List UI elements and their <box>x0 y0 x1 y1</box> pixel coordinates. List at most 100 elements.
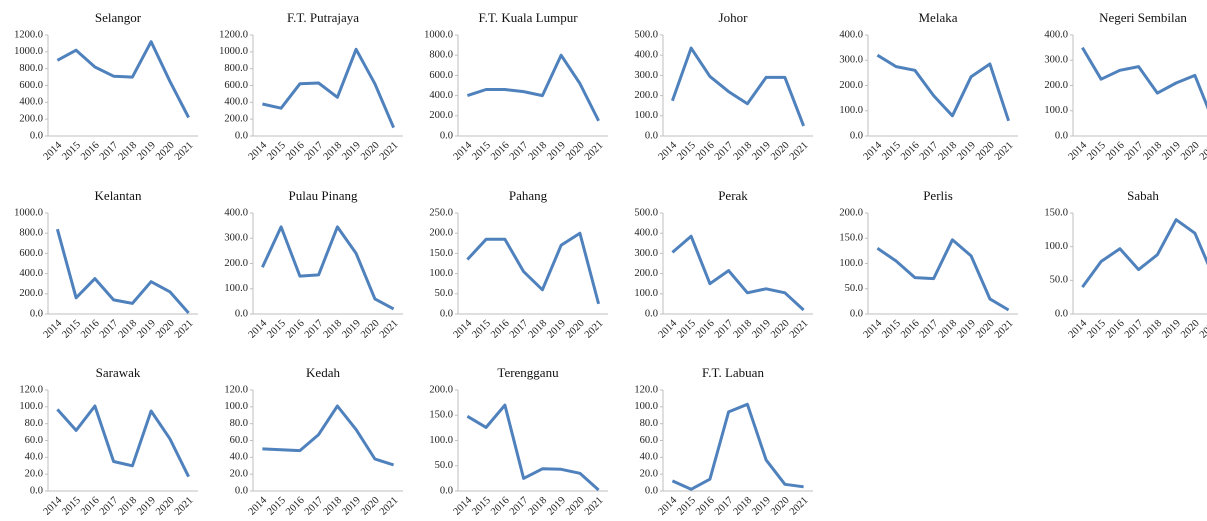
y-tick-label: 200.0 <box>839 80 863 91</box>
x-tick-label: 2021 <box>788 318 811 341</box>
x-tick-label: 2014 <box>42 140 65 163</box>
x-tick-label: 2018 <box>1142 140 1165 163</box>
x-tick-label: 2017 <box>98 495 121 518</box>
x-tick-label: 2019 <box>750 318 773 341</box>
y-tick-label: 0.0 <box>30 130 43 141</box>
x-tick-label: 2017 <box>713 140 736 163</box>
y-tick-label: 0.0 <box>645 485 658 496</box>
x-tick-label: 2021 <box>378 140 401 163</box>
chart-title: Johor <box>719 10 749 25</box>
x-tick-label: 2021 <box>378 318 401 341</box>
y-tick-label: 100.0 <box>224 283 248 294</box>
y-tick-label: 200.0 <box>634 268 658 279</box>
y-tick-label: 60.0 <box>640 435 658 446</box>
x-tick-label: 2017 <box>303 140 326 163</box>
x-tick-label: 2014 <box>657 140 680 163</box>
small-chart: Terengganu 0.0 50.0 100.0 150.0 200.0 20142015… <box>429 365 608 518</box>
x-tick-label: 2019 <box>1160 140 1183 163</box>
y-tick-label: 400.0 <box>1044 29 1068 40</box>
small-chart: Pulau Pinang0.0100.0200.0300.0400.020142… <box>224 188 403 341</box>
x-tick-label: 2014 <box>862 318 885 341</box>
x-tick-label: 2021 <box>173 318 196 341</box>
data-line <box>466 403 600 492</box>
x-tick-label: 2018 <box>322 140 345 163</box>
x-tick-label: 2021 <box>583 140 606 163</box>
x-tick-label: 2017 <box>98 140 121 163</box>
y-tick-label: 80.0 <box>25 418 43 429</box>
x-tick-label: 2014 <box>1067 140 1090 163</box>
chart-title: Perak <box>718 188 748 203</box>
x-tick-label: 2015 <box>60 318 83 341</box>
x-tick-label: 2014 <box>1067 318 1090 341</box>
y-tick-label: 600.0 <box>19 80 43 91</box>
x-tick-label: 2015 <box>1085 318 1108 341</box>
chart-title: Perlis <box>923 188 953 203</box>
y-tick-label: 0.0 <box>30 308 43 319</box>
x-tick-label: 2017 <box>303 318 326 341</box>
y-tick-label: 80.0 <box>640 418 658 429</box>
y-tick-label: 150.0 <box>839 233 863 244</box>
small-chart: Sabah0.050.0100.0150.0201420152016201720… <box>1044 188 1207 341</box>
y-tick-label: 20.0 <box>25 469 43 480</box>
x-tick-label: 2019 <box>955 318 978 341</box>
x-tick-label: 2018 <box>322 318 345 341</box>
data-line <box>261 225 395 311</box>
x-tick-label: 2014 <box>862 140 885 163</box>
y-tick-label: 20.0 <box>640 469 658 480</box>
x-tick-label: 2021 <box>173 495 196 518</box>
x-tick-label: 2018 <box>527 318 550 341</box>
x-tick-label: 2021 <box>788 495 811 518</box>
x-tick-label: 2020 <box>1179 140 1202 163</box>
y-tick-label: 100.0 <box>839 105 863 116</box>
x-tick-label: 2021 <box>1198 318 1207 341</box>
x-tick-label: 2019 <box>135 495 158 518</box>
x-tick-label: 2021 <box>788 140 811 163</box>
x-tick-label: 2020 <box>154 318 177 341</box>
x-tick-label: 2015 <box>470 495 493 518</box>
x-tick-label: 2014 <box>42 318 65 341</box>
y-tick-label: 40.0 <box>25 452 43 463</box>
y-tick-label: 800.0 <box>429 50 453 61</box>
x-tick-label: 2017 <box>918 318 941 341</box>
y-tick-label: 800.0 <box>224 63 248 74</box>
small-chart: F.T. Labuan 0.0 20.0 40.0 60.0 80.0 100.0 120.0… <box>634 365 813 518</box>
x-tick-label: 2019 <box>545 140 568 163</box>
chart-title: Kelantan <box>95 188 142 203</box>
x-tick-label: 2018 <box>732 318 755 341</box>
y-tick-label: 0.0 <box>850 308 863 319</box>
chart-title: Pulau Pinang <box>289 188 358 203</box>
x-tick-label: 2016 <box>694 140 717 163</box>
chart-title: Selangor <box>95 10 142 25</box>
y-tick-label: 250.0 <box>429 207 453 218</box>
x-tick-label: 2017 <box>713 318 736 341</box>
x-tick-label: 2018 <box>117 140 140 163</box>
x-tick-label: 2019 <box>340 495 363 518</box>
x-tick-label: 2017 <box>303 495 326 518</box>
x-tick-label: 2019 <box>750 495 773 518</box>
y-tick-label: 300.0 <box>634 70 658 81</box>
x-tick-label: 2016 <box>694 318 717 341</box>
x-tick-label: 2019 <box>545 495 568 518</box>
y-tick-label: 100.0 <box>224 401 248 412</box>
x-tick-label: 2015 <box>265 495 288 518</box>
small-chart: Selangor 0.0 200.0 400.0 600.0 800.0 1000.0 120… <box>14 10 198 163</box>
x-tick-label: 2018 <box>117 495 140 518</box>
y-tick-label: 50.0 <box>435 288 453 299</box>
x-tick-label: 2015 <box>60 495 83 518</box>
y-tick-label: 100.0 <box>429 268 453 279</box>
y-tick-label: 500.0 <box>634 207 658 218</box>
x-tick-label: 2018 <box>937 140 960 163</box>
x-tick-label: 2017 <box>918 140 941 163</box>
y-tick-label: 100.0 <box>1044 105 1068 116</box>
x-tick-label: 2016 <box>284 140 307 163</box>
y-tick-label: 150.0 <box>429 248 453 259</box>
x-tick-label: 2015 <box>470 318 493 341</box>
x-tick-label: 2016 <box>899 140 922 163</box>
x-tick-label: 2018 <box>732 495 755 518</box>
chart-title: F.T. Kuala Lumpur <box>478 10 578 25</box>
x-tick-label: 2017 <box>98 318 121 341</box>
x-tick-label: 2021 <box>173 140 196 163</box>
x-tick-label: 2018 <box>322 495 345 518</box>
y-tick-label: 50.0 <box>435 460 453 471</box>
x-tick-label: 2016 <box>79 318 102 341</box>
